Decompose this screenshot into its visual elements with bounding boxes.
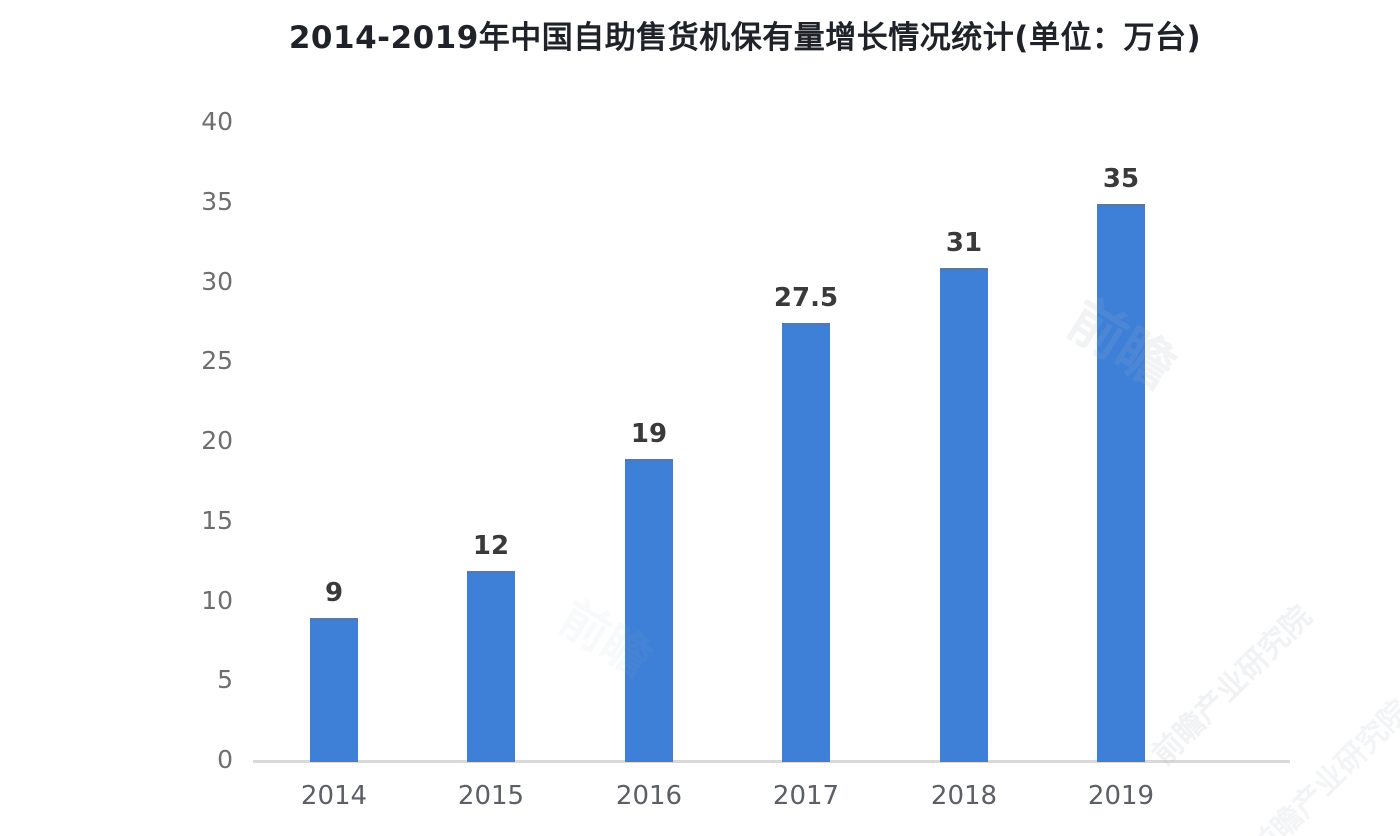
bar-2015 — [467, 571, 515, 762]
x-axis-line — [253, 760, 1290, 763]
bar-value-label-2017: 27.5 — [773, 283, 839, 313]
bar-2018 — [940, 268, 988, 762]
bar-value-label-2016: 19 — [630, 419, 668, 449]
chart-title: 2014-2019年中国自助售货机保有量增长情况统计(单位：万台) — [288, 20, 1202, 56]
y-tick-label-40: 40 — [201, 107, 233, 136]
x-tick-label-2017: 2017 — [772, 781, 840, 811]
y-tick-label-20: 20 — [201, 426, 233, 455]
y-tick-label-5: 5 — [217, 665, 233, 695]
x-tick-label-2019: 2019 — [1087, 781, 1155, 811]
y-tick-label-15: 15 — [201, 505, 233, 535]
bar-2016 — [625, 459, 673, 762]
bar-2014 — [310, 618, 358, 762]
x-tick-label-2018: 2018 — [930, 781, 998, 811]
bar-value-label-2018: 31 — [945, 228, 983, 258]
x-tick-label-2015: 2015 — [457, 781, 525, 811]
x-tick-label-2016: 2016 — [615, 781, 683, 811]
x-tick-label-2014: 2014 — [300, 781, 368, 811]
y-tick-label-35: 35 — [201, 186, 233, 216]
bar-value-label-2015: 12 — [472, 531, 510, 561]
bar-value-label-2014: 9 — [324, 578, 344, 608]
y-tick-label-10: 10 — [201, 585, 233, 615]
bar-2019 — [1097, 204, 1145, 762]
y-tick-label-30: 30 — [201, 266, 233, 296]
bar-2017 — [782, 323, 830, 762]
y-tick-label-0: 0 — [217, 745, 233, 774]
bar-value-label-2019: 35 — [1102, 164, 1140, 194]
y-tick-label-25: 25 — [201, 346, 233, 376]
